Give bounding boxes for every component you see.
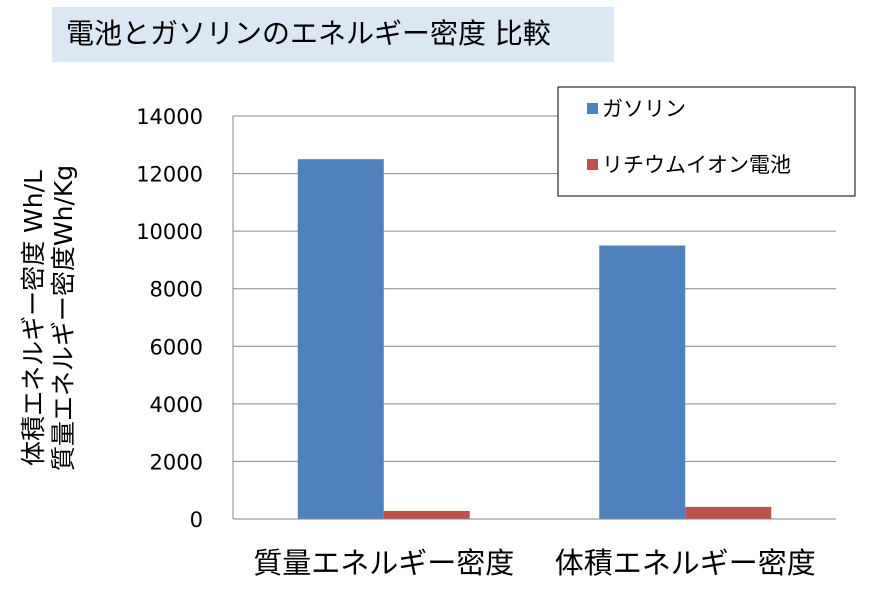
chart-title: 電池とガソリンのエネルギー密度 比較 (66, 17, 551, 50)
legend-label: リチウムイオン電池 (602, 153, 791, 177)
x-category-label: 体積エネルギー密度 (555, 546, 816, 580)
chart-title-background (52, 7, 614, 62)
y-tick-label: 14000 (136, 105, 203, 129)
legend-swatch (587, 159, 598, 170)
y-tick-label: 8000 (150, 278, 203, 302)
bar (599, 245, 686, 520)
axes (232, 116, 836, 520)
y-tick-label: 10000 (136, 220, 203, 244)
bar (383, 510, 470, 519)
y-tick-label: 6000 (150, 335, 203, 359)
bar (297, 159, 384, 519)
x-category-label: 質量エネルギー密度 (253, 546, 514, 580)
y-tick-labels: 0 2000 4000 6000 8000 10000 12000 14000 (136, 105, 203, 532)
y-axis-label: 質量エネルギー密度Wh/Kg (49, 165, 78, 471)
y-axis-labels: 体積エネルギー密度 Wh/L 質量エネルギー密度Wh/Kg (19, 165, 78, 471)
x-category-labels: 質量エネルギー密度 体積エネルギー密度 (253, 546, 816, 580)
y-axis-label: 体積エネルギー密度 Wh/L (19, 170, 48, 466)
legend-swatch (587, 103, 598, 114)
bars (297, 159, 772, 520)
legend-label: ガソリン (602, 97, 686, 121)
y-tick-label: 0 (190, 508, 203, 532)
y-tick-label: 4000 (150, 393, 203, 417)
y-tick-label: 2000 (150, 450, 203, 474)
y-tick-label: 12000 (136, 163, 203, 187)
bar (685, 506, 772, 519)
legend-box (557, 86, 856, 197)
